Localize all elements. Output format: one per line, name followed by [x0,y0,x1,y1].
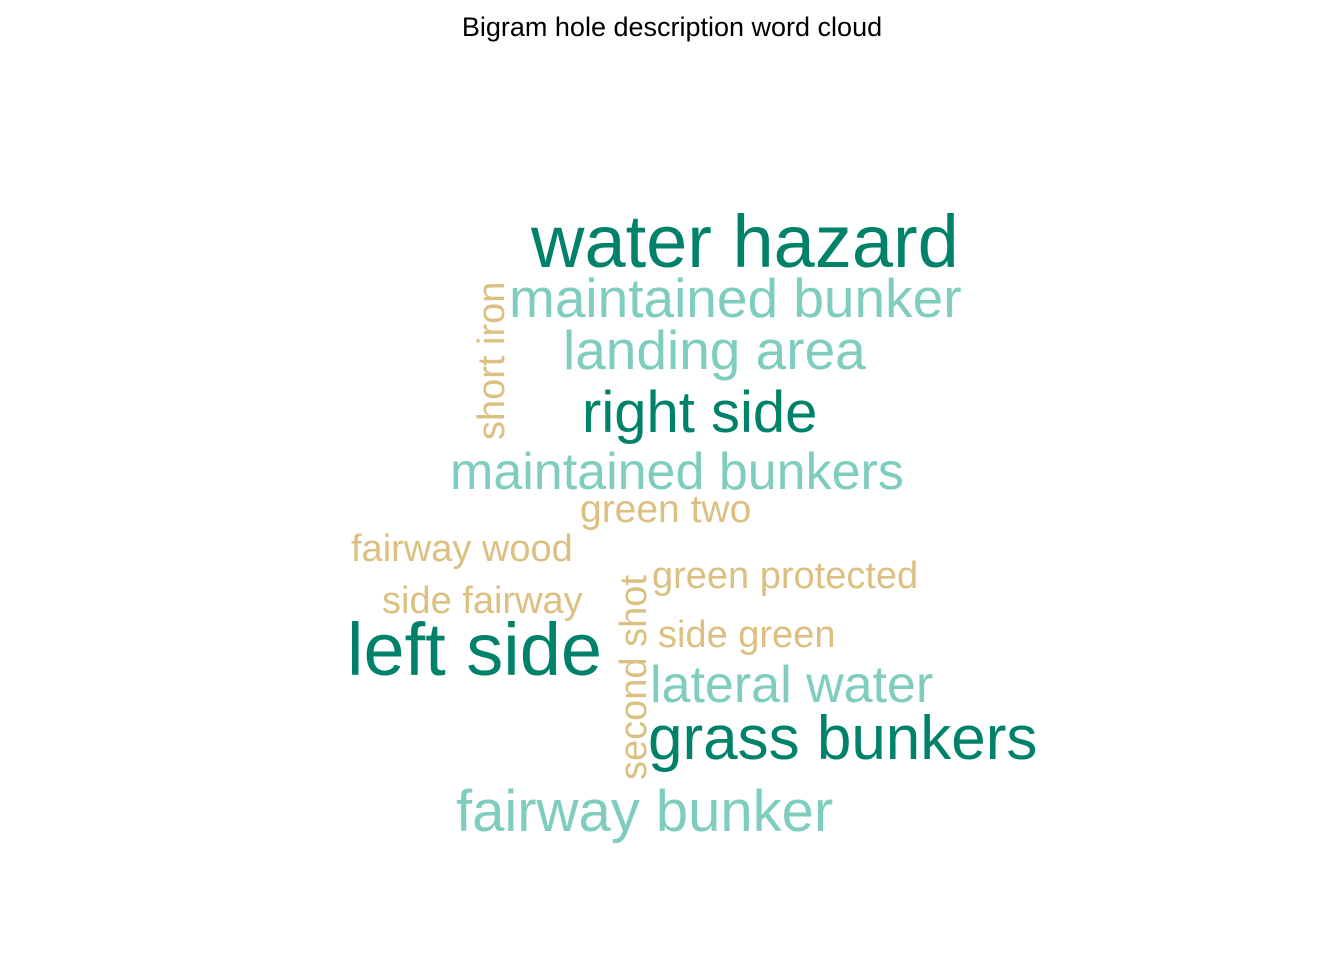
word-green-two: green two [580,488,751,531]
word-maintained-bunker: maintained bunker [509,267,962,329]
word-fairway-wood: fairway wood [351,528,573,570]
word-water-hazard: water hazard [530,200,959,283]
word-maintained-bunkers: maintained bunkers [450,443,904,501]
word-left-side: left side [347,608,602,691]
word-side-green: side green [658,614,835,656]
word-right-side: right side [582,380,817,445]
word-lateral-water: lateral water [650,656,933,714]
chart-title: Bigram hole description word cloud [461,12,883,42]
word-fairway-bunker: fairway bunker [456,779,833,844]
word-grass-bunkers: grass bunkers [648,704,1037,773]
word-second-shot: second shot [613,575,655,780]
word-side-fairway: side fairway [382,580,583,622]
word-short-iron: short iron [471,282,513,440]
word-landing-area: landing area [563,319,866,381]
word-green-protected: green protected [652,555,918,597]
